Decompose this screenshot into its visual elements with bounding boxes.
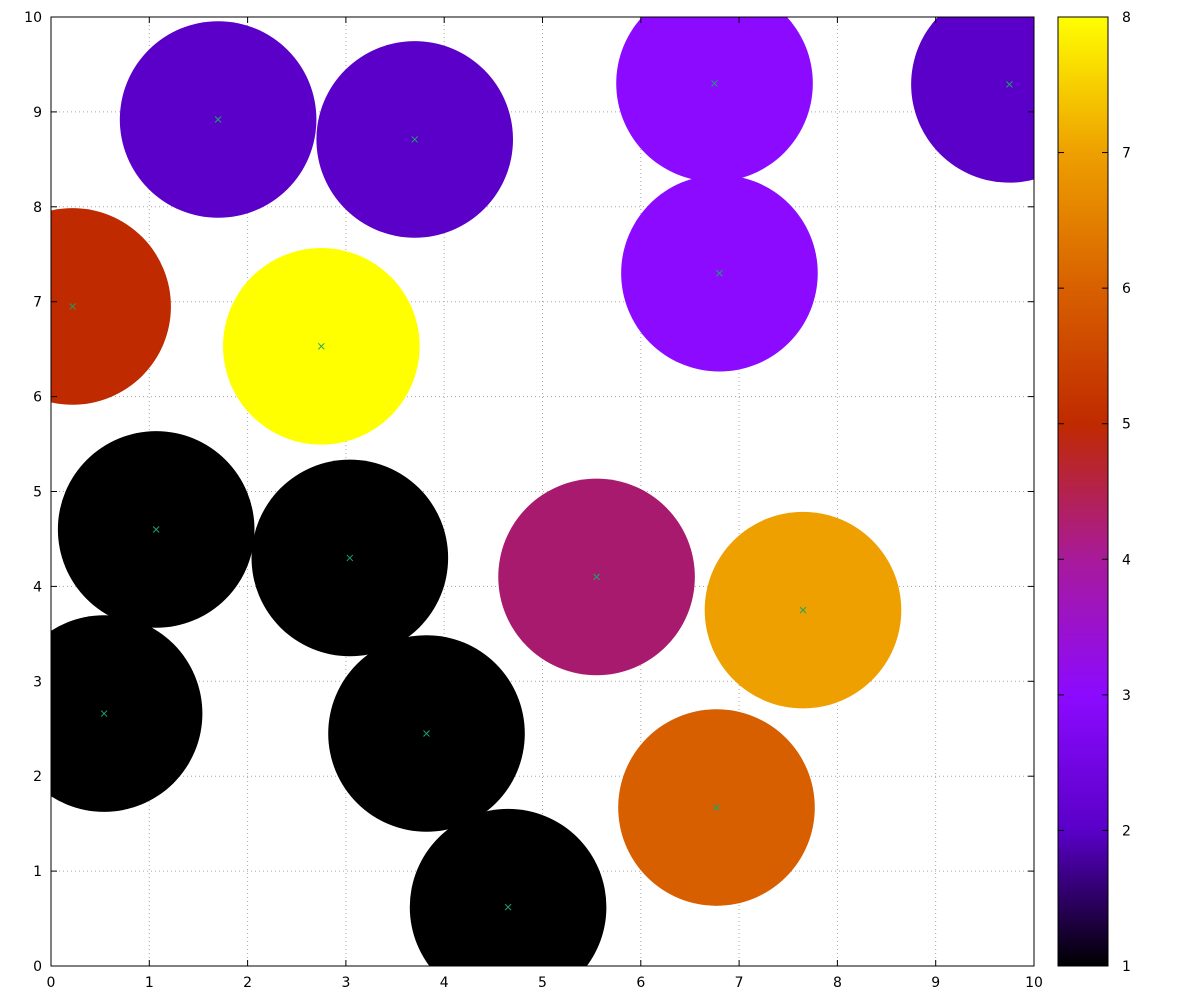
point-marker bbox=[716, 269, 723, 277]
center-markers bbox=[69, 80, 1013, 911]
colorbar-tick-label: 5 bbox=[1122, 417, 1131, 433]
y-tick-label: 4 bbox=[33, 579, 42, 595]
y-tick-label: 8 bbox=[33, 200, 42, 216]
y-tick-label: 0 bbox=[33, 959, 42, 975]
point-marker bbox=[1006, 81, 1013, 88]
x-tick-label: 6 bbox=[636, 975, 645, 991]
y-tick-label: 1 bbox=[33, 864, 42, 880]
colorbar-tick-label: 2 bbox=[1122, 823, 1131, 839]
data-circle bbox=[51, 208, 171, 405]
colorbar-tick-label: 7 bbox=[1122, 146, 1131, 162]
y-tick-label: 6 bbox=[33, 390, 42, 406]
data-circle bbox=[911, 17, 1034, 183]
point-marker bbox=[799, 606, 807, 614]
point-marker bbox=[423, 730, 430, 737]
point-marker bbox=[411, 136, 419, 143]
x-tick-label: 3 bbox=[341, 975, 350, 991]
point-marker bbox=[711, 80, 718, 87]
axes: 0 1 2 3 4 5 6 7 8 9 10 0 1 2 3 4 5 6 7 8 9 10 bbox=[24, 10, 1043, 991]
data-circle bbox=[51, 615, 203, 812]
point-marker bbox=[100, 710, 108, 717]
colorbar-tick-label: 3 bbox=[1122, 688, 1131, 704]
point-marker bbox=[152, 526, 160, 533]
x-tick-label: 9 bbox=[931, 975, 940, 991]
x-tick-label: 8 bbox=[833, 975, 842, 991]
point-marker bbox=[214, 116, 222, 123]
colorbar bbox=[1057, 16, 1109, 967]
point-marker bbox=[317, 342, 325, 350]
data-circle bbox=[409, 808, 607, 966]
point-marker bbox=[346, 554, 354, 562]
point-marker bbox=[713, 804, 720, 811]
x-tick-label: 7 bbox=[735, 975, 744, 991]
x-tick-label: 0 bbox=[47, 975, 56, 991]
y-tick-label: 7 bbox=[33, 295, 42, 311]
colorbar-tick-label: 4 bbox=[1122, 552, 1131, 568]
colorbar-tick-label: 1 bbox=[1122, 959, 1131, 975]
y-tick-label: 10 bbox=[24, 10, 42, 26]
x-tick-label: 10 bbox=[1025, 975, 1043, 991]
y-tick-label: 9 bbox=[33, 105, 42, 121]
y-tick-label: 3 bbox=[33, 674, 42, 690]
colorbar-ticks: 1 2 3 4 5 6 7 8 bbox=[1058, 10, 1131, 975]
data-circle bbox=[616, 17, 813, 182]
point-marker bbox=[504, 903, 512, 911]
data-circles bbox=[51, 17, 1034, 966]
x-tick-label: 5 bbox=[538, 975, 547, 991]
colorbar-tick-label: 6 bbox=[1122, 281, 1131, 297]
x-tick-label: 4 bbox=[440, 975, 449, 991]
x-tick-label: 2 bbox=[243, 975, 252, 991]
y-tick-label: 2 bbox=[33, 769, 42, 785]
point-marker bbox=[69, 303, 76, 310]
y-tick-label: 5 bbox=[33, 485, 42, 501]
x-tick-label: 1 bbox=[145, 975, 154, 991]
colorbar-tick-label: 8 bbox=[1122, 10, 1131, 26]
point-marker bbox=[593, 573, 600, 581]
